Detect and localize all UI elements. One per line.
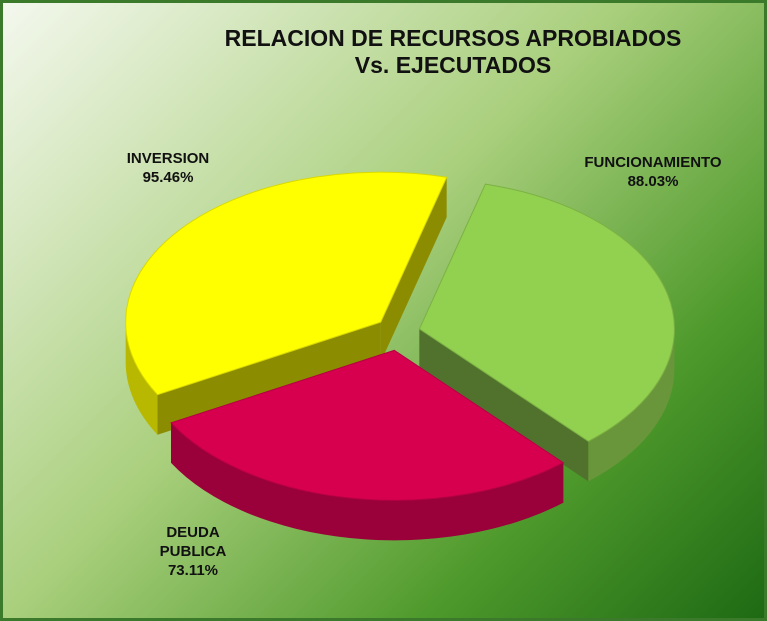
pie-slice (418, 183, 675, 482)
chart-title: RELACION DE RECURSOS APROBIADOS Vs. EJEC… (224, 25, 682, 78)
value-label: 88.03% (627, 173, 679, 190)
data-label: INVERSION 95.46% (88, 149, 248, 187)
slice-top (125, 171, 448, 396)
pie-slice (170, 349, 565, 541)
data-label: FUNCIONAMIENTO 88.03% (548, 153, 758, 191)
slice-side (125, 322, 158, 435)
value-label: 95.46% (142, 169, 194, 186)
pie-slice (125, 171, 448, 435)
slice-top (170, 349, 565, 501)
category-label: DEUDA PUBLICA (159, 524, 227, 560)
category-label: INVERSION (126, 150, 210, 167)
category-label: FUNCIONAMIENTO (584, 154, 722, 171)
slice-side (171, 422, 564, 541)
slice-cut-face (157, 322, 381, 435)
slice-cut-face (380, 177, 447, 363)
value-label: 73.11% (167, 562, 219, 579)
slice-top (418, 183, 675, 442)
slice-side (588, 328, 675, 482)
slice-cut-face (419, 328, 589, 482)
data-label: DEUDA PUBLICA 73.11% (143, 523, 243, 580)
pie-area (125, 171, 675, 541)
